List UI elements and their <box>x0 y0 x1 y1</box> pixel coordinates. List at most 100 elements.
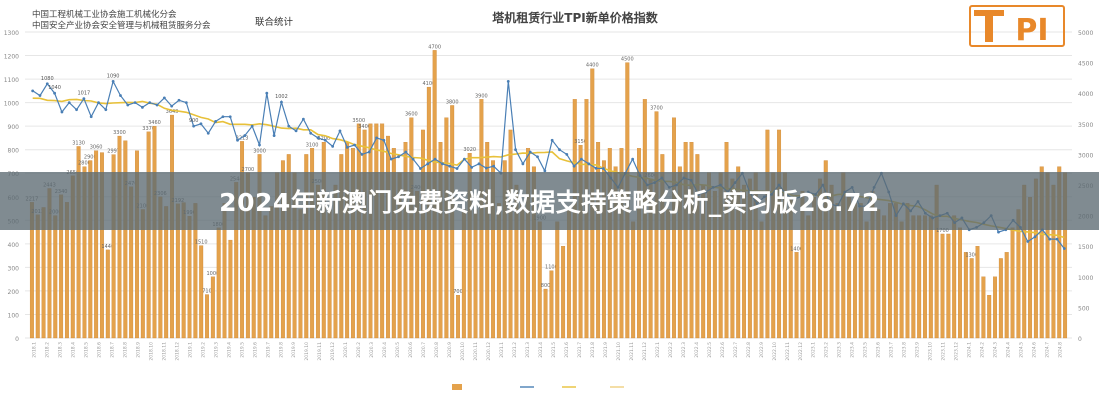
line-point <box>104 108 108 112</box>
x-tick-label: 2018.5 <box>83 342 89 358</box>
bar <box>339 154 344 339</box>
line-point <box>1026 240 1030 243</box>
bar <box>502 160 507 339</box>
right-tick-label: 500 <box>1078 305 1090 312</box>
bar-value-label: 3400 <box>358 124 371 130</box>
line-point <box>558 148 561 152</box>
bar <box>386 135 390 339</box>
line-point <box>360 153 364 156</box>
bar <box>975 246 980 339</box>
bar <box>152 126 157 339</box>
bar <box>928 215 933 339</box>
bar-value-label: 3460 <box>148 120 161 126</box>
line-point <box>419 167 422 170</box>
line-point <box>506 80 510 83</box>
bar <box>421 129 425 339</box>
bar <box>923 215 927 339</box>
x-tick-label: 2022.10 <box>772 342 778 361</box>
line-point <box>287 124 291 128</box>
right-tick-label: 3000 <box>1078 152 1093 159</box>
bar <box>958 227 962 339</box>
bar <box>1004 252 1009 339</box>
bar-value-label: 3370 <box>142 126 155 132</box>
line-point <box>316 136 320 140</box>
left-tick-label: 200 <box>8 289 20 296</box>
bar <box>491 160 496 339</box>
bar-value-label: 3150 <box>574 139 587 145</box>
line-point <box>448 164 452 168</box>
org-line2: 中国安全产业协会安全管理与机械租赁服务分会 <box>32 21 211 31</box>
bar <box>117 135 122 339</box>
left-tick-label: 400 <box>8 242 20 249</box>
x-tick-label: 2018.3 <box>58 342 64 358</box>
x-tick-label: 2018.10 <box>148 342 154 361</box>
line-point <box>272 134 276 137</box>
bar <box>998 258 1003 339</box>
line-point <box>265 91 269 95</box>
bar <box>76 146 81 339</box>
x-tick-label: 2018.8 <box>122 342 128 358</box>
bar-value-label: 3130 <box>72 140 85 146</box>
right-tick-label: 0 <box>1078 336 1082 343</box>
bar-value-label: 3060 <box>90 145 103 151</box>
line-point <box>294 129 298 133</box>
line-point <box>250 124 254 128</box>
x-tick-label: 2023.3 <box>837 342 843 358</box>
bar <box>485 142 490 339</box>
line-point <box>543 169 547 173</box>
line-point <box>243 134 247 137</box>
bar-value-label: 800 <box>541 283 551 289</box>
x-tick-label: 2020.1 <box>343 342 349 358</box>
bar <box>555 221 560 339</box>
line-point <box>199 122 203 126</box>
bar <box>899 221 904 339</box>
x-tick-label: 2020.3 <box>369 342 375 358</box>
bar <box>374 123 379 339</box>
bar <box>368 123 373 339</box>
bar <box>508 129 513 339</box>
line-point <box>572 164 576 168</box>
bar <box>205 294 209 339</box>
line-point <box>528 150 532 154</box>
x-tick-label: 2021.5 <box>551 342 557 358</box>
x-tick-label: 2022.2 <box>668 342 674 358</box>
x-tick-label: 2021.8 <box>590 342 596 358</box>
line-point <box>45 82 49 86</box>
x-tick-label: 2021.4 <box>538 342 544 358</box>
bar <box>677 166 682 339</box>
x-tick-label: 2022.1 <box>655 342 661 358</box>
line-point <box>397 155 400 159</box>
x-tick-label: 2019.4 <box>226 342 232 358</box>
x-tick-label: 2018.6 <box>96 342 102 358</box>
right-tick-label: 1500 <box>1078 244 1093 251</box>
x-tick-label: 2018.11 <box>161 342 167 361</box>
x-tick-label: 2020.12 <box>486 342 492 361</box>
line-point <box>309 131 313 135</box>
line-point <box>345 145 349 149</box>
bar <box>187 216 192 339</box>
x-tick-label: 2023.2 <box>824 342 830 358</box>
bar <box>952 215 957 339</box>
bar-value-label: 1510 <box>195 240 208 246</box>
line-point <box>214 120 217 123</box>
bar <box>759 221 764 339</box>
left-tick-label: 800 <box>8 148 20 155</box>
x-tick-label: 2024.7 <box>1045 342 1051 358</box>
bar-value-label: 3800 <box>446 99 459 105</box>
bar <box>310 148 315 339</box>
bar <box>456 295 460 339</box>
right-tick-label: 4500 <box>1078 61 1093 68</box>
bar <box>53 215 58 339</box>
x-tick-label: 2024.2 <box>980 342 986 358</box>
bar <box>350 148 355 339</box>
bar <box>969 258 974 339</box>
x-tick-label: 2020.9 <box>447 342 453 358</box>
line-value-label: 1002 <box>275 94 288 100</box>
line-value-label: 1040 <box>48 85 61 91</box>
x-tick-label: 2023.9 <box>915 342 921 358</box>
line-point <box>580 157 583 161</box>
bar <box>631 221 636 339</box>
line-point <box>89 115 93 119</box>
line-point <box>162 96 166 100</box>
line-point <box>221 115 225 119</box>
